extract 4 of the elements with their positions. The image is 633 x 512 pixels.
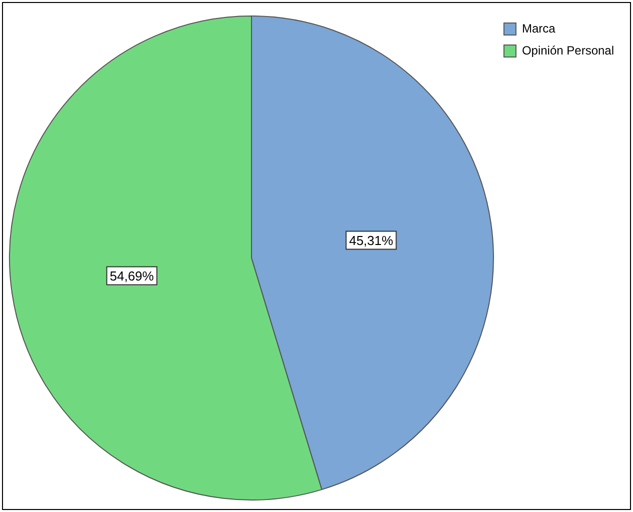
data-label: 45,31% — [349, 232, 394, 248]
legend-label: Marca — [522, 21, 556, 36]
data-label: 54,69% — [110, 268, 154, 284]
legend-label: Opinión Personal — [522, 43, 614, 58]
